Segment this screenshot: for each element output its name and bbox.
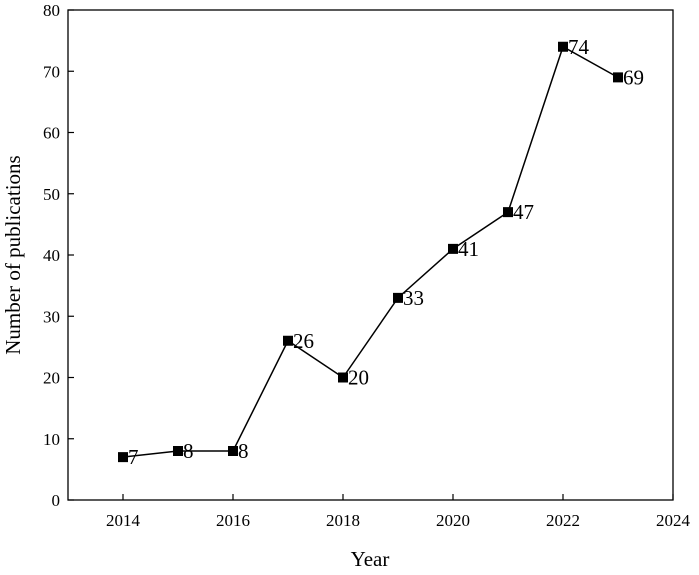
plot-frame [67,9,674,501]
marker [338,372,348,383]
y-tick-label: 50 [43,185,60,204]
data-label: 8 [183,439,194,463]
data-line [122,45,619,458]
data-label: 20 [348,366,369,390]
marker [558,41,568,52]
y-tick-label: 10 [43,430,60,449]
y-tick-label: 20 [43,369,60,388]
marker [228,446,238,456]
y-tick-label: 70 [43,62,60,81]
y-tick-label: 0 [52,491,61,510]
y-tick-label: 30 [43,307,60,326]
marker [613,72,623,83]
data-label: 33 [403,286,424,310]
marker [448,243,458,254]
marker [503,207,513,218]
y-tick-label: 60 [43,124,60,143]
data-label: 41 [458,237,479,261]
x-tick-label: 2020 [436,511,470,530]
x-tick-label: 2014 [106,511,141,530]
data-label: 26 [293,329,314,353]
x-tick-label: 2022 [546,511,580,530]
data-label: 47 [513,200,534,224]
y-tick-label: 80 [43,1,60,20]
data-label: 74 [568,35,590,59]
data-label: 69 [623,65,644,89]
marker [118,452,128,463]
data-label: 7 [128,445,139,469]
x-tick-label: 2016 [216,511,250,530]
x-tick-label: 2018 [326,511,360,530]
y-tick-label: 40 [43,246,60,265]
marker [283,335,293,346]
data-label: 8 [238,439,249,463]
marker [173,446,183,456]
marker [393,292,403,303]
x-axis-label: Year [351,547,390,571]
y-axis-label: Number of publications [1,155,25,354]
x-tick-label: 2024 [656,511,691,530]
